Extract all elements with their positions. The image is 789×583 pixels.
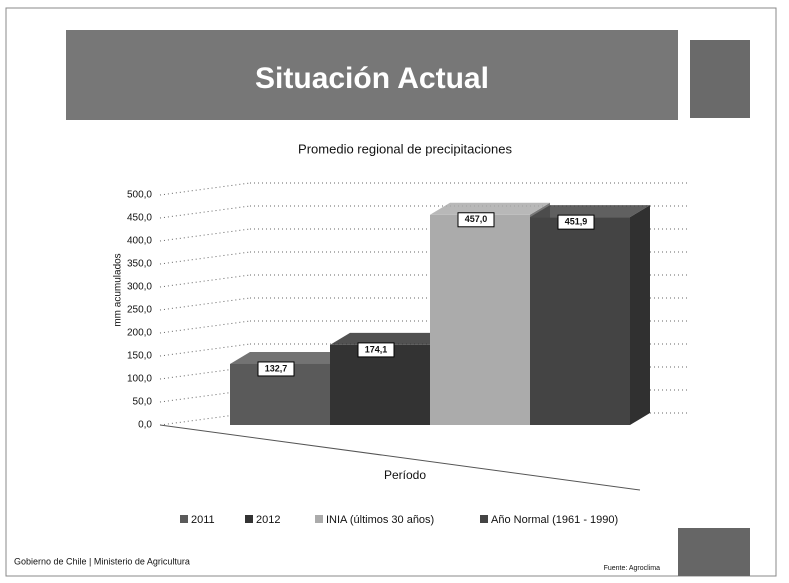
value-label: 132,7 [265, 363, 288, 373]
y-axis-label: mm acumulados [113, 253, 124, 326]
value-label: 457,0 [465, 214, 488, 224]
chart-title: Promedio regional de precipitaciones [298, 141, 512, 156]
corner-block [690, 40, 750, 118]
y-tick-label: 250,0 [127, 305, 152, 316]
legend-label: 2011 [191, 514, 215, 526]
bar-top [430, 202, 550, 215]
y-tick-label: 0,0 [138, 420, 152, 431]
y-tick-label: 500,0 [127, 190, 152, 201]
legend-label: 2012 [256, 514, 280, 526]
bar-top [230, 351, 350, 364]
bar-top [330, 332, 450, 345]
value-label-box [257, 361, 295, 377]
value-label-box [357, 342, 395, 358]
y-tick-label: 150,0 [127, 351, 152, 362]
logo-block [678, 528, 750, 576]
y-tick-label: 50,0 [133, 397, 153, 408]
bar-top [530, 205, 650, 218]
value-label-box [557, 214, 595, 230]
bar-side [630, 205, 650, 425]
value-label: 451,9 [565, 217, 588, 227]
y-tick-label: 400,0 [127, 236, 152, 247]
value-label: 174,1 [365, 344, 388, 354]
y-tick-label: 350,0 [127, 259, 152, 270]
bar [430, 214, 530, 425]
y-tick-label: 300,0 [127, 282, 152, 293]
floor-line [159, 424, 641, 491]
footer: Gobierno de Chile | Ministerio de Agricu… [14, 556, 190, 566]
legend-swatch [315, 515, 323, 523]
source: Fuente: Agroclima [604, 565, 661, 572]
y-tick-label: 200,0 [127, 328, 152, 339]
legend-swatch [180, 515, 188, 523]
y-tick-label: 450,0 [127, 213, 152, 224]
slide-title: Situación Actual [255, 62, 489, 95]
bar [330, 344, 430, 425]
title-banner [66, 30, 678, 120]
legend-swatch [480, 515, 488, 523]
y-tick-label: 100,0 [127, 374, 152, 385]
legend-swatch [245, 515, 253, 523]
x-axis-label: Período [384, 468, 426, 482]
legend-label: INIA (últimos 30 años) [326, 514, 434, 526]
bar [530, 217, 630, 425]
value-label-box [457, 212, 495, 228]
legend-label: Año Normal (1961 - 1990) [491, 514, 618, 526]
